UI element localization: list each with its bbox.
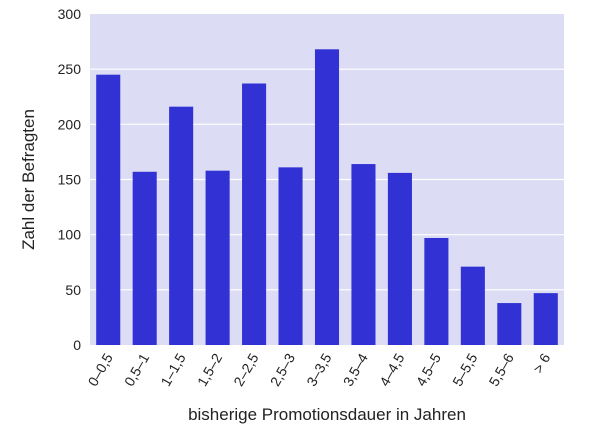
x-tick-label: 1–1,5 xyxy=(157,350,188,389)
y-tick-label: 0 xyxy=(73,337,81,353)
y-tick-label: 200 xyxy=(58,116,82,132)
bar xyxy=(387,172,412,345)
bar xyxy=(424,237,449,345)
bar xyxy=(460,266,485,345)
x-tick-label: 3–3,5 xyxy=(303,350,334,389)
x-axis-title: bisherige Promotionsdauer in Jahren xyxy=(188,405,466,424)
x-tick-label: 1,5–2 xyxy=(194,350,225,389)
x-tick-label: 2,5–3 xyxy=(267,350,298,389)
x-tick-label: 0–0,5 xyxy=(84,350,115,389)
x-tick-label: 3,5–4 xyxy=(340,350,371,389)
bar xyxy=(169,106,194,346)
bar xyxy=(242,83,267,345)
y-tick-label: 100 xyxy=(58,227,82,243)
x-axis-ticks: 0–0,5 0,5–1 1–1,5 1,5–2 2–2,5 2,5–3 3–3,5 3,5–4… xyxy=(84,350,553,389)
x-tick-label: 4,5–5 xyxy=(413,350,444,389)
y-axis-ticks: 0 50 100 150 200 250 300 xyxy=(58,6,82,353)
x-tick-label: 0,5–1 xyxy=(121,350,152,389)
x-tick-label: 2–2,5 xyxy=(230,350,261,389)
y-tick-label: 150 xyxy=(58,172,82,188)
y-tick-label: 300 xyxy=(58,6,82,22)
bar xyxy=(278,167,303,345)
y-tick-label: 50 xyxy=(65,282,81,298)
y-tick-label: 250 xyxy=(58,61,82,77)
bar xyxy=(314,49,340,345)
x-tick-label: 4–4,5 xyxy=(376,350,407,389)
bar xyxy=(205,170,230,345)
bars xyxy=(96,49,558,346)
x-tick-label: 5,5–6 xyxy=(486,350,517,389)
y-axis-title: Zahl der Befragten xyxy=(19,109,38,250)
bar xyxy=(96,74,121,345)
bar xyxy=(533,293,558,345)
x-tick-label: > 6 xyxy=(530,350,554,375)
bar xyxy=(351,164,376,345)
bar xyxy=(497,303,522,345)
x-tick-label: 5–5,5 xyxy=(449,350,480,389)
bar xyxy=(132,171,157,345)
